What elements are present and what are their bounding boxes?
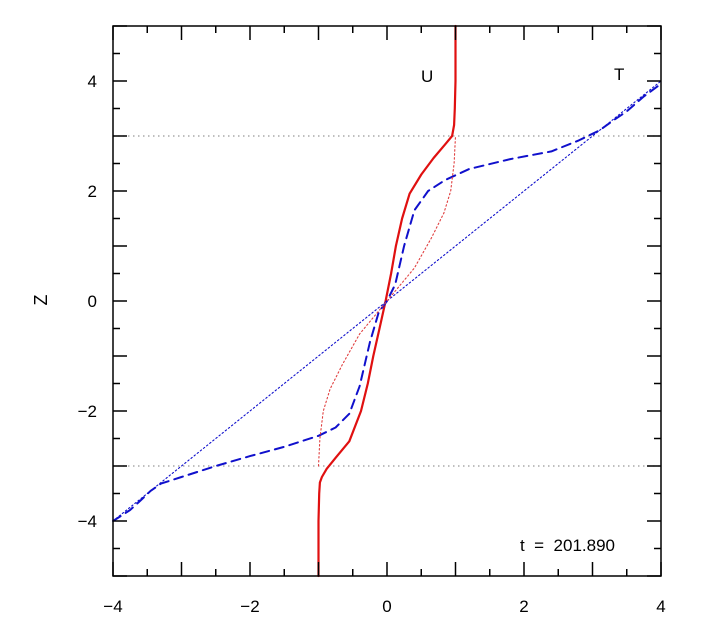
time-annotation: t = 201.890 (520, 536, 615, 555)
y-tick-label: −4 (78, 512, 97, 531)
x-tick-label: 4 (656, 597, 665, 616)
y-tick-label: −2 (78, 402, 97, 421)
y-axis-label: Z (31, 295, 51, 306)
y-tick-label: 2 (88, 182, 97, 201)
series-u-line (317, 24, 457, 578)
x-tick-label: −2 (240, 597, 259, 616)
x-tick-label: −4 (103, 597, 122, 616)
reference-lines (113, 135, 661, 467)
ticks-layer: −4 −2 0 2 4 −4 −2 0 2 4 (78, 25, 666, 616)
x-tick-label: 0 (382, 597, 391, 616)
labels-layer: Z U T t = 201.890 (31, 65, 625, 555)
y-tick-label: 4 (88, 72, 97, 91)
series-label-u: U (421, 67, 433, 86)
series-layer (112, 24, 662, 578)
series-label-t: T (614, 65, 624, 84)
series-t-line (112, 82, 662, 522)
series-dotted-line-3 (317, 135, 457, 467)
series-dotted-line-2 (112, 80, 662, 522)
x-tick-label: 2 (519, 597, 528, 616)
y-tick-label: 0 (88, 292, 97, 311)
